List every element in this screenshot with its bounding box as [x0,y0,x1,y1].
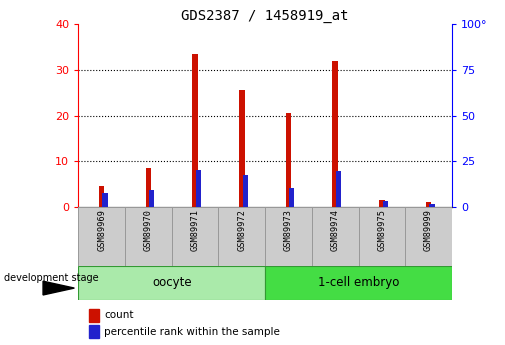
Text: oocyte: oocyte [152,276,191,289]
Bar [265,266,452,300]
Bar [383,200,388,207]
Bar [312,207,359,266]
Bar [359,207,406,266]
Text: 1-cell embryo: 1-cell embryo [318,276,399,289]
Bar [379,200,385,207]
Bar [103,193,108,207]
Text: GSM89972: GSM89972 [237,209,246,251]
Polygon shape [43,281,74,295]
Text: GSM89974: GSM89974 [331,209,340,251]
Text: development stage: development stage [4,273,98,283]
Bar [332,61,338,207]
Bar [125,207,172,266]
Bar [145,168,151,207]
Bar [265,207,312,266]
Bar [286,113,291,207]
Bar [192,54,198,207]
Bar [336,171,341,207]
Text: GSM89973: GSM89973 [284,209,293,251]
Text: GSM89969: GSM89969 [97,209,106,251]
Bar [239,90,244,207]
Bar [89,325,99,338]
Bar [242,175,247,207]
Bar [289,188,294,207]
Bar [99,186,105,207]
Title: GDS2387 / 1458919_at: GDS2387 / 1458919_at [181,9,349,23]
Text: GSM89970: GSM89970 [144,209,153,251]
Bar [89,309,99,322]
Bar [172,207,219,266]
Text: GSM89999: GSM89999 [424,209,433,251]
Bar [149,190,154,207]
Text: count: count [105,310,134,320]
Bar [196,169,201,207]
Bar [219,207,265,266]
Bar [429,204,434,207]
Bar [78,207,125,266]
Bar [426,203,431,207]
Text: GSM89975: GSM89975 [377,209,386,251]
Bar [406,207,452,266]
Text: percentile rank within the sample: percentile rank within the sample [105,327,280,337]
Text: GSM89971: GSM89971 [190,209,199,251]
Bar [78,266,265,300]
